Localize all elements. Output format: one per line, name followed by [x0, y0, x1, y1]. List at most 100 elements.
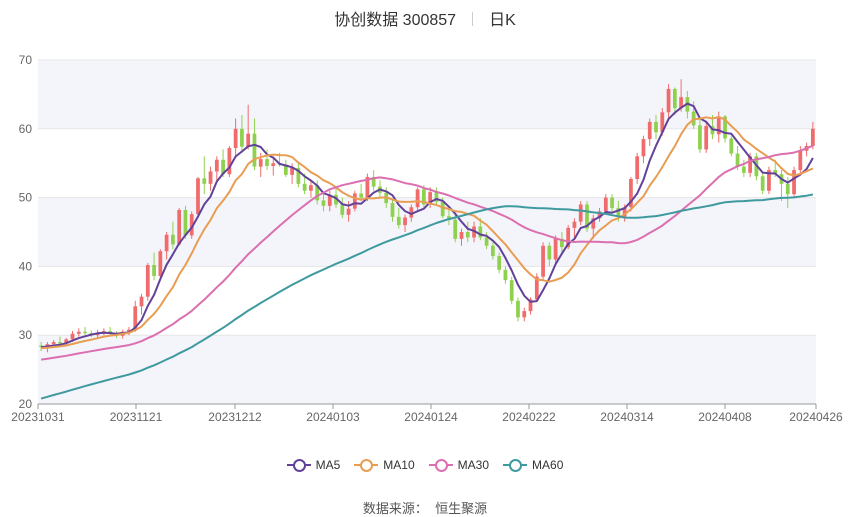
candle-body [327, 194, 332, 206]
legend-item-ma60[interactable]: MA60 [503, 458, 563, 472]
candle-body [597, 211, 602, 219]
candle-body [591, 218, 596, 229]
candle-body [785, 183, 790, 195]
candle-body [629, 179, 633, 208]
candle-body [164, 234, 169, 252]
candle-body [396, 216, 401, 226]
data-source: 数据来源： 恒生聚源 [0, 498, 850, 517]
ma-lines [40, 102, 814, 400]
candle-body [202, 178, 207, 184]
candle-body [672, 88, 677, 109]
candle-body [503, 269, 508, 281]
y-axis: 20 30 40 50 60 70 [19, 53, 33, 411]
legend-swatch-ring [292, 459, 306, 472]
legend-item-ma10[interactable]: MA10 [354, 458, 415, 472]
candle-body [321, 200, 326, 206]
legend-item-ma5[interactable]: MA5 [286, 458, 340, 472]
candle-body [547, 245, 552, 260]
candle-body [208, 171, 213, 184]
candle-body [70, 333, 75, 340]
candle-body [177, 209, 182, 245]
y-tick-label: 30 [19, 328, 33, 342]
candle-body [440, 201, 445, 217]
y-tick-label: 20 [19, 397, 33, 411]
candle-body [171, 234, 175, 245]
candles [39, 79, 815, 353]
legend-item-ma30[interactable]: MA30 [428, 458, 490, 472]
candle-body [265, 159, 269, 166]
y-tick-label: 60 [19, 122, 33, 136]
source-name: 恒生聚源 [435, 501, 488, 516]
x-tick-label: 20240103 [306, 410, 360, 424]
candle-body [647, 121, 652, 140]
candle-body [616, 207, 621, 217]
candle-body [660, 112, 665, 133]
ma-line-ma60 [40, 193, 814, 400]
candle-body [365, 176, 370, 198]
candle-body [735, 153, 740, 167]
candle-body [428, 192, 433, 205]
candle-body [240, 128, 244, 147]
candle-body [484, 237, 489, 246]
candle-body [679, 97, 683, 109]
candle-body [139, 296, 144, 307]
y-tick-label: 40 [19, 259, 33, 273]
candle-body [434, 192, 439, 202]
chart-title: 协创数据 300857 日K [0, 6, 850, 30]
candle-body [459, 232, 464, 239]
candle-body [490, 245, 495, 257]
legend-label: MA10 [383, 458, 415, 472]
candle-body [585, 204, 589, 229]
candle-body [214, 159, 219, 172]
candle-body [497, 256, 502, 270]
x-tick-label: 20240222 [502, 410, 556, 424]
x-tick-label: 20240314 [600, 410, 654, 424]
candle-body [252, 133, 257, 167]
candle-body [641, 139, 646, 157]
candle-body [453, 219, 458, 239]
legend-swatch-ring [360, 459, 374, 472]
candle-body [560, 238, 564, 248]
candle-body [578, 204, 583, 222]
candle-body [302, 183, 307, 191]
title-separator [472, 12, 474, 26]
legend: MA5 MA10 MA30 MA60 [0, 458, 850, 472]
candle-body [346, 208, 351, 215]
candle-body [704, 126, 709, 150]
candle-body [566, 227, 571, 248]
candle-body [315, 185, 320, 201]
stock-title: 协创数据 300857 [334, 12, 457, 29]
candle-body [152, 265, 156, 277]
candle-body [415, 189, 420, 208]
candle-body [359, 193, 364, 198]
legend-label: MA30 [457, 458, 490, 472]
candle-body [729, 138, 734, 154]
candle-body [666, 88, 671, 113]
x-tick-label: 20240426 [789, 410, 843, 424]
candle-body [334, 194, 338, 205]
x-tick-label: 20240124 [404, 410, 458, 424]
candle-body [409, 207, 414, 218]
candle-body [221, 159, 225, 175]
candle-body [810, 128, 815, 146]
candle-body [309, 185, 313, 191]
candle-body [246, 133, 251, 147]
legend-swatch [503, 458, 528, 472]
y-tick-label: 70 [19, 53, 33, 67]
ma-line-ma10 [41, 116, 814, 350]
candle-body [698, 125, 702, 150]
candle-body [83, 331, 87, 334]
grid-band [38, 335, 816, 404]
candle-body [258, 159, 263, 167]
candle-body [371, 176, 376, 187]
candle-body [541, 245, 545, 277]
candle-body [340, 204, 345, 215]
candle-body [603, 197, 608, 212]
candle-body [233, 128, 238, 149]
candle-body [421, 189, 426, 205]
candle-body [145, 265, 150, 297]
candle-body [58, 342, 62, 344]
candle-body [352, 193, 357, 209]
legend-swatch-ring [509, 459, 523, 472]
